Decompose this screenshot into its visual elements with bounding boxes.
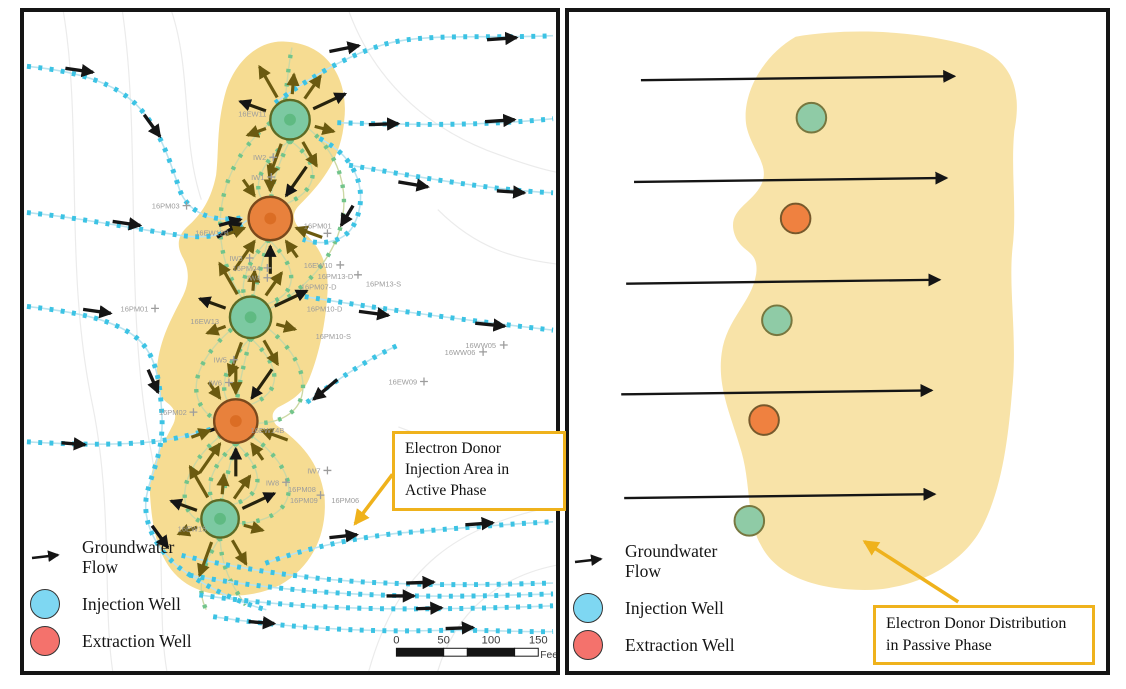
- donor-distribution-area: [720, 31, 1017, 590]
- scale-tick: 50: [437, 634, 450, 646]
- map-label: 16EW12B: [195, 228, 229, 237]
- map-label: 16WW05: [465, 341, 496, 350]
- callout-line: in Passive Phase: [886, 636, 992, 654]
- well-markers: [169, 64, 348, 578]
- passive-phase-panel: [565, 8, 1110, 675]
- legend-extraction-label: Extraction Well: [625, 635, 735, 656]
- map-label: 16WW06: [445, 348, 476, 357]
- legend-flow-label: Groundwater Flow: [625, 541, 718, 582]
- scale-unit: Feet: [540, 650, 556, 661]
- legend-extraction-row: Extraction Well: [30, 626, 200, 657]
- map-label: IW3: [229, 254, 242, 263]
- extraction-well-marker: [779, 202, 812, 235]
- scale-tick: 150: [529, 634, 548, 646]
- legend-injection-row: Injection Well: [30, 589, 200, 620]
- legend-left: Groundwater Flow Injection Well Extracti…: [30, 537, 200, 663]
- legend-right: Groundwater Flow Injection Well Extracti…: [573, 541, 743, 667]
- legend-injection-label: Injection Well: [625, 598, 724, 619]
- map-label: 16EW13: [190, 317, 219, 326]
- injection-well-marker: [733, 505, 766, 537]
- injection-well-marker: [761, 304, 793, 337]
- passive-phase-callout: Electron Donor Distribution in Passive P…: [873, 605, 1095, 666]
- monitoring-point-labels: 16PM03 16EW12B 16EW11 IW2 IW1 16PM01 16PM04IW3…: [121, 110, 508, 534]
- map-label: 16PM01: [121, 304, 149, 313]
- groundwater-flow-arrow-icon: [30, 549, 68, 565]
- groundwater-flow-arrow-icon: [573, 553, 611, 569]
- callout-pointer-arrow: [862, 540, 960, 604]
- map-label: 16PM06: [331, 496, 359, 505]
- map-label: 16PM03: [152, 202, 180, 211]
- scale-tick: 100: [482, 634, 501, 646]
- legend-extraction-label: Extraction Well: [82, 631, 192, 652]
- injection-well-icon: [573, 593, 603, 624]
- callout-line: Injection Area in: [405, 460, 510, 478]
- map-label: 16EW10: [304, 261, 333, 270]
- active-phase-callout: Electron Donor Injection Area in Active …: [392, 431, 566, 511]
- groundwater-flow-arrows: [621, 69, 957, 501]
- callout-pointer-arrow: [353, 473, 394, 526]
- active-phase-map-panel: 16PM03 16EW12B 16EW11 IW2 IW1 16PM01 16PM04 IW3…: [20, 8, 560, 675]
- callout-line: Active Phase: [405, 481, 487, 499]
- legend-flow-label: Groundwater Flow: [82, 537, 175, 578]
- scale-tick: 0: [393, 634, 399, 646]
- callout-line: Electron Donor Distribution: [886, 615, 1067, 632]
- map-label: 16EW09: [389, 377, 418, 386]
- legend-flow-row: Groundwater Flow: [573, 541, 743, 581]
- map-label: 16PM10-D: [307, 304, 343, 313]
- map-label: 16PM13-D: [318, 272, 354, 281]
- map-label: IW8: [266, 478, 279, 487]
- active-phase-map: 16PM03 16EW12B 16EW11 IW2 IW1 16PM01 16PM04IW3…: [26, 12, 556, 671]
- map-label: IW6: [209, 378, 222, 387]
- groundwater-direction-arrows: [61, 31, 527, 635]
- map-label: 16EW11: [238, 110, 266, 119]
- map-label: 16PM09: [290, 496, 318, 505]
- map-label: IW5: [214, 356, 227, 365]
- map-label: IW2: [253, 153, 266, 162]
- map-label: 16EW15: [178, 525, 207, 534]
- map-label: 16PM01: [304, 221, 332, 230]
- map-label: IW7: [307, 466, 320, 475]
- map-label: 16PM07-D: [301, 283, 337, 292]
- injection-well-marker: [795, 101, 828, 134]
- map-label: 16PM13-S: [366, 280, 401, 289]
- map-label: 16PM08: [288, 485, 316, 494]
- map-label: 16PM04: [233, 264, 261, 273]
- legend-injection-label: Injection Well: [82, 594, 181, 615]
- map-label: 16PM10-S: [316, 332, 351, 341]
- map-label: 16PM02: [159, 408, 187, 417]
- callout-line: Electron Donor: [405, 440, 501, 457]
- legend-flow-row: Groundwater Flow: [30, 537, 200, 577]
- legend-extraction-row: Extraction Well: [573, 630, 743, 661]
- map-label: IW1: [251, 173, 264, 182]
- extraction-well-icon: [573, 630, 603, 661]
- map-label: 16EW14B: [251, 426, 285, 435]
- map-label: IW4: [247, 274, 260, 283]
- legend-injection-row: Injection Well: [573, 593, 743, 624]
- well-markers: [733, 101, 828, 537]
- injection-well-icon: [30, 589, 60, 620]
- passive-phase-diagram: [621, 31, 1017, 604]
- extraction-well-marker: [748, 404, 780, 436]
- scale-bar: 0 50 100 150 Feet: [393, 634, 556, 661]
- extraction-well-icon: [30, 626, 60, 657]
